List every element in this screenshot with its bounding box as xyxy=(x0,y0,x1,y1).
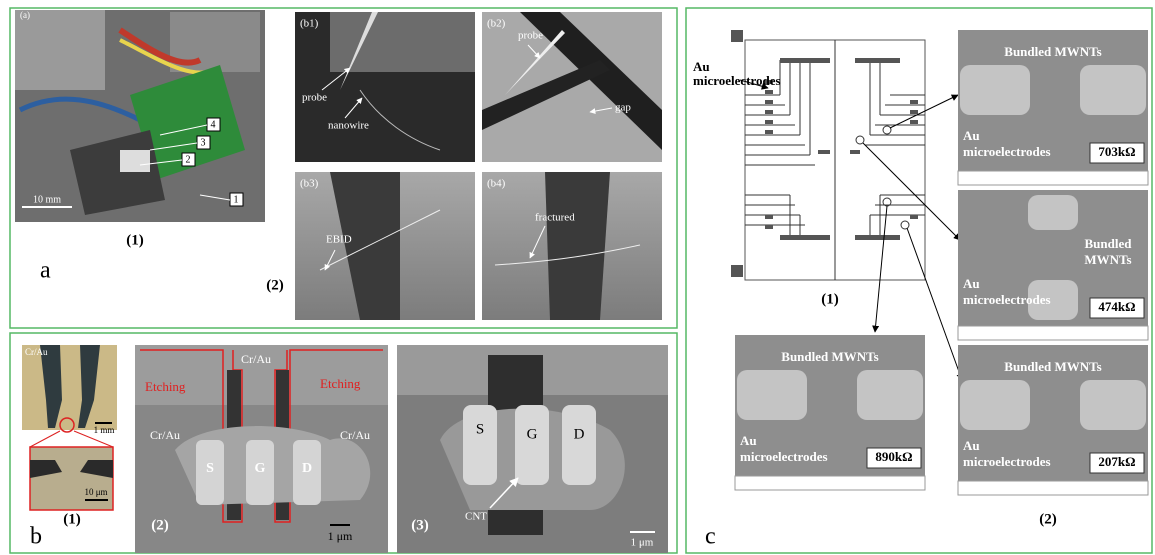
region-label: Cr/Au xyxy=(241,352,271,366)
sem-tag: (b4) xyxy=(487,178,506,190)
sem-image xyxy=(295,172,475,320)
region-label: Etching xyxy=(320,376,361,391)
scale-label: 1 μm xyxy=(328,529,353,543)
sem-label: nanowire xyxy=(328,120,369,132)
sem-electrode-label: microelectrodes xyxy=(963,144,1051,159)
photo xyxy=(15,10,265,222)
region-label: Etching xyxy=(145,379,186,394)
sem-info-bar xyxy=(735,476,925,490)
sem-image xyxy=(482,12,662,162)
sem-title: Bundled MWNTs xyxy=(1004,359,1101,374)
sem-electrode-label: Au xyxy=(740,433,757,448)
cnt-label: CNT xyxy=(465,511,487,523)
electrode-label: G xyxy=(527,426,538,442)
sem-tag: (b1) xyxy=(300,18,319,30)
caption: (2) xyxy=(266,277,284,293)
sem-label: gap xyxy=(615,102,631,114)
scale-label: 10 mm xyxy=(33,194,61,205)
region-label: Cr/Au xyxy=(150,428,180,442)
electrode xyxy=(1080,380,1146,430)
resistance-label: 207kΩ xyxy=(1098,454,1135,469)
resistance-label: 474kΩ xyxy=(1098,299,1135,314)
caption: (1) xyxy=(126,232,144,248)
electrode-label: G xyxy=(255,461,266,476)
sem-electrode-label: Au xyxy=(963,438,980,453)
sem-image xyxy=(397,345,668,553)
sem-electrode-label: microelectrodes xyxy=(963,292,1051,307)
schematic xyxy=(731,30,925,280)
marker: 2 xyxy=(186,154,191,165)
sem-title: Bundled MWNTs xyxy=(1004,44,1101,59)
caption: (2) xyxy=(151,517,169,533)
sem-electrode-label: Au xyxy=(963,276,980,291)
resistance-label: 703kΩ xyxy=(1098,144,1135,159)
sem-image xyxy=(482,172,662,320)
scale-label: 1 mm xyxy=(94,425,115,435)
scale-label: 1 μm xyxy=(631,537,654,549)
caption: (1) xyxy=(63,511,81,527)
marker: 3 xyxy=(201,137,206,148)
electrode-label: D xyxy=(302,461,312,476)
sem-tag: (b3) xyxy=(300,178,319,190)
sem-tag: (b2) xyxy=(487,18,506,30)
sem-electrode-label: microelectrodes xyxy=(963,454,1051,469)
sem-info-bar xyxy=(958,171,1148,185)
optical-label: Cr/Au xyxy=(25,347,48,357)
electrode xyxy=(1080,65,1146,115)
sem-label: EBID xyxy=(326,234,352,246)
caption: (2) xyxy=(1039,511,1057,527)
marker: 1 xyxy=(234,194,239,205)
figure: (a) 4 3 2 1 10 mm (1) a (b1) probe nanow… xyxy=(0,0,1155,555)
electrode xyxy=(1028,195,1078,230)
sem-electrode-label: microelectrodes xyxy=(740,449,828,464)
sem-electrode-label: Au xyxy=(963,128,980,143)
sem-image xyxy=(295,12,475,162)
electrode xyxy=(737,370,807,420)
sem-label: fractured xyxy=(535,212,575,224)
sem-info-bar xyxy=(958,481,1148,495)
electrode-label: S xyxy=(206,461,214,476)
electrode xyxy=(960,380,1030,430)
electrode xyxy=(960,65,1030,115)
schematic-label: microelectrodes xyxy=(693,73,781,88)
electrode-label: S xyxy=(476,421,484,437)
schematic-label: Au xyxy=(693,59,710,74)
caption: (3) xyxy=(411,517,429,533)
sem-title: Bundled xyxy=(1085,236,1133,251)
sem-title: Bundled MWNTs xyxy=(781,349,878,364)
panel-letter: c xyxy=(705,524,716,550)
sem-info-bar xyxy=(958,326,1148,340)
resistance-label: 890kΩ xyxy=(875,449,912,464)
photo-tag: (a) xyxy=(20,10,30,20)
electrode xyxy=(857,370,923,420)
electrode-label: D xyxy=(574,426,585,442)
sem-title: MWNTs xyxy=(1084,252,1131,267)
scale-label: 10 μm xyxy=(84,487,107,497)
sem-label: probe xyxy=(518,30,543,42)
sem-label: probe xyxy=(302,92,327,104)
marker: 4 xyxy=(211,119,216,130)
panel-letter: b xyxy=(30,524,42,550)
caption: (1) xyxy=(821,291,839,307)
panel-letter: a xyxy=(40,258,51,284)
region-label: Cr/Au xyxy=(340,428,370,442)
